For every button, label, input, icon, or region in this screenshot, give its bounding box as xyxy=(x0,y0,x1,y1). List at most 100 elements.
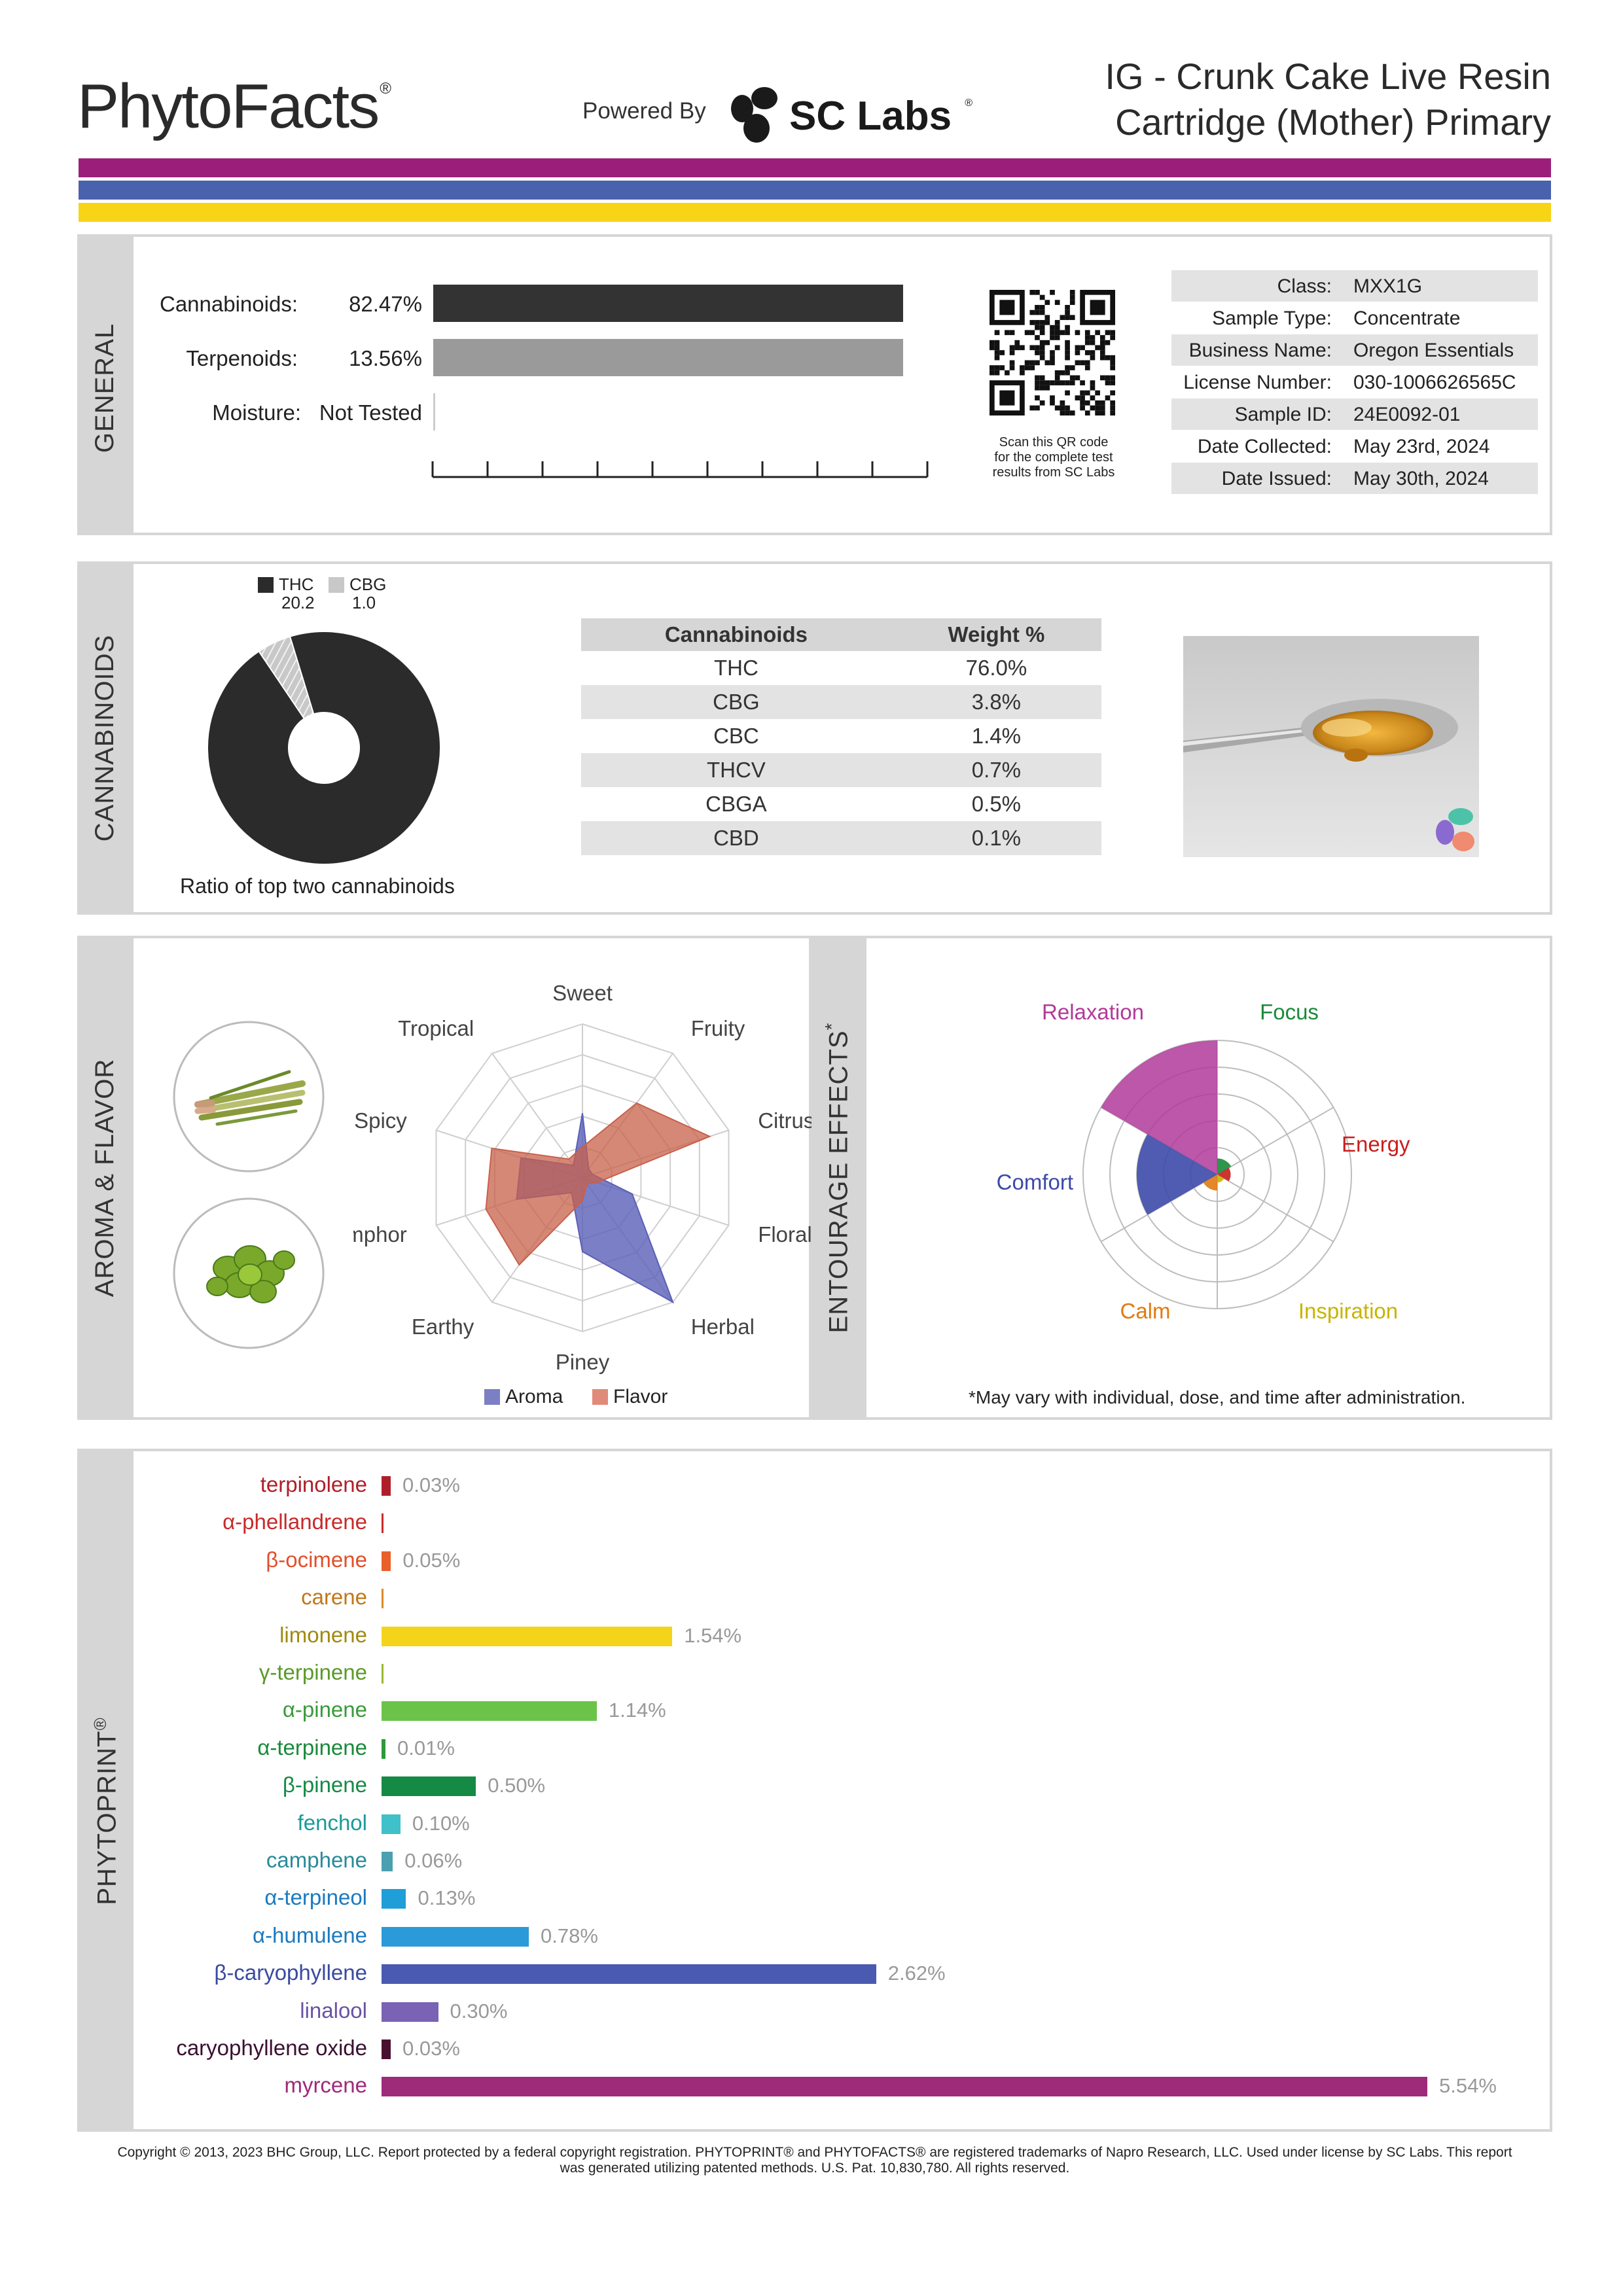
effect-label-energy: Energy xyxy=(1342,1132,1410,1156)
cannabinoids-value: 82.47% xyxy=(308,292,422,317)
cannabinoid-table: Cannabinoids Weight % THC 76.0% CBG 3.8% C… xyxy=(581,618,1101,855)
info-value: May 30th, 2024 xyxy=(1353,468,1489,490)
qr-module xyxy=(1065,380,1070,385)
radar-axis-label: Piney xyxy=(556,1350,610,1374)
qr-module xyxy=(1085,400,1090,406)
radar-axis-label: Sweet xyxy=(552,981,613,1005)
terpene-name: α-terpinene xyxy=(134,1735,367,1760)
qr-module xyxy=(1005,330,1010,335)
stripe-blue xyxy=(79,181,1551,200)
qr-module xyxy=(1070,290,1075,295)
info-key: Date Collected: xyxy=(1171,436,1332,458)
terpene-name: fenchol xyxy=(134,1810,367,1835)
stripe-yellow xyxy=(79,203,1551,222)
entourage-disclaimer: *May vary with individual, dose, and tim… xyxy=(969,1387,1465,1408)
terpene-value: 0.01% xyxy=(397,1737,455,1760)
ratio-caption: Ratio of top two cannabinoids xyxy=(180,874,455,898)
qr-module xyxy=(1095,406,1100,411)
qr-module xyxy=(1090,350,1096,355)
qr-module xyxy=(995,330,1000,335)
qr-module xyxy=(1050,350,1055,355)
terpene-value: 0.30% xyxy=(450,2000,508,2023)
qr-module xyxy=(1060,406,1065,411)
qr-module xyxy=(1080,406,1085,411)
qr-module xyxy=(1095,410,1100,415)
table-header-cannabinoids: Cannabinoids xyxy=(581,618,891,651)
sc-labs-logo: SC Labs ® xyxy=(719,77,980,149)
table-cell-weight: 0.1% xyxy=(891,821,1101,855)
terpene-value: 5.54% xyxy=(1439,2074,1497,2098)
legend-swatch-flavor xyxy=(592,1389,608,1405)
legend-swatch-cbg xyxy=(329,577,344,593)
qr-module xyxy=(1040,340,1045,345)
qr-module xyxy=(1055,320,1060,325)
qr-module xyxy=(1060,400,1065,406)
entourage-asterisk: * xyxy=(821,1023,842,1031)
phytoprint-section-label-text: PHYTOPRINT xyxy=(92,1731,121,1905)
terpene-value: 0.50% xyxy=(488,1774,545,1797)
qr-module xyxy=(1035,305,1040,310)
table-cell-name: THCV xyxy=(581,753,891,787)
qr-module xyxy=(1055,376,1060,381)
qr-module xyxy=(1095,330,1100,335)
info-key: Business Name: xyxy=(1171,340,1332,362)
qr-module xyxy=(1050,290,1055,295)
table-row: THCV 0.7% xyxy=(581,753,1101,787)
qr-module xyxy=(1100,355,1105,361)
qr-module xyxy=(1065,315,1070,320)
table-header-weight: Weight % xyxy=(891,618,1101,651)
terpenoids-value: 13.56% xyxy=(308,346,422,371)
polar-spoke xyxy=(1217,1174,1334,1242)
qr-module xyxy=(1075,345,1080,350)
polar-spoke xyxy=(1217,1108,1334,1175)
qr-module xyxy=(1035,350,1040,355)
table-cell-weight: 1.4% xyxy=(891,719,1101,753)
info-row-sample-id: Sample ID: 24E0092-01 xyxy=(1171,398,1538,430)
footer-copyright: Copyright © 2013, 2023 BHC Group, LLC. R… xyxy=(85,2145,1544,2176)
qr-module xyxy=(1035,361,1040,366)
terpene-name: caryophyllene oxide xyxy=(134,2036,367,2060)
qr-module xyxy=(1065,391,1070,396)
qr-module xyxy=(1110,355,1115,361)
qr-module xyxy=(1044,380,1050,385)
entourage-effects-chart: Relaxation FocusEnergyInspirationCalmComf… xyxy=(942,981,1531,1348)
qr-module xyxy=(1050,335,1055,340)
qr-module xyxy=(1035,345,1040,350)
terpene-name: β-ocimene xyxy=(134,1547,367,1572)
product-title-line-2: Cartridge (Mother) Primary xyxy=(962,99,1551,145)
qr-module xyxy=(1095,400,1100,406)
qr-module xyxy=(1110,410,1115,415)
qr-module xyxy=(1065,305,1070,310)
effect-label-focus: Focus xyxy=(1260,1000,1319,1024)
aroma-flavor-section-label: AROMA & FLAVOR xyxy=(90,1047,123,1309)
qr-module xyxy=(990,365,995,370)
qr-module xyxy=(990,370,995,376)
qr-module xyxy=(1075,350,1080,355)
qr-module xyxy=(1095,345,1100,350)
qr-module xyxy=(1110,376,1115,381)
qr-module xyxy=(1040,385,1045,391)
qr-module xyxy=(1110,361,1115,366)
terpene-name: α-terpineol xyxy=(134,1885,367,1910)
entourage-section-label-text: ENTOURAGE EFFECTS xyxy=(824,1030,853,1333)
terpene-bar xyxy=(382,1964,876,1984)
info-key: Date Issued: xyxy=(1171,468,1332,490)
qr-module xyxy=(1100,406,1105,411)
qr-module xyxy=(1090,355,1096,361)
qr-module xyxy=(1100,410,1105,415)
qr-module xyxy=(1005,370,1010,376)
qr-module xyxy=(1025,330,1030,335)
terpene-name: α-pinene xyxy=(134,1697,367,1722)
effect-label-relaxation: Relaxation xyxy=(1042,1000,1144,1024)
qr-module xyxy=(1055,370,1060,376)
moisture-label: Moisture: xyxy=(118,400,301,425)
qr-module xyxy=(1020,370,1025,376)
qr-module xyxy=(1090,395,1096,400)
qr-module xyxy=(995,340,1000,345)
terpene-name: terpinolene xyxy=(134,1472,367,1497)
general-scale-ruler xyxy=(429,455,933,481)
qr-code[interactable] xyxy=(990,290,1115,415)
qr-module xyxy=(1105,395,1111,400)
qr-module xyxy=(1090,406,1096,411)
qr-module xyxy=(1055,335,1060,340)
